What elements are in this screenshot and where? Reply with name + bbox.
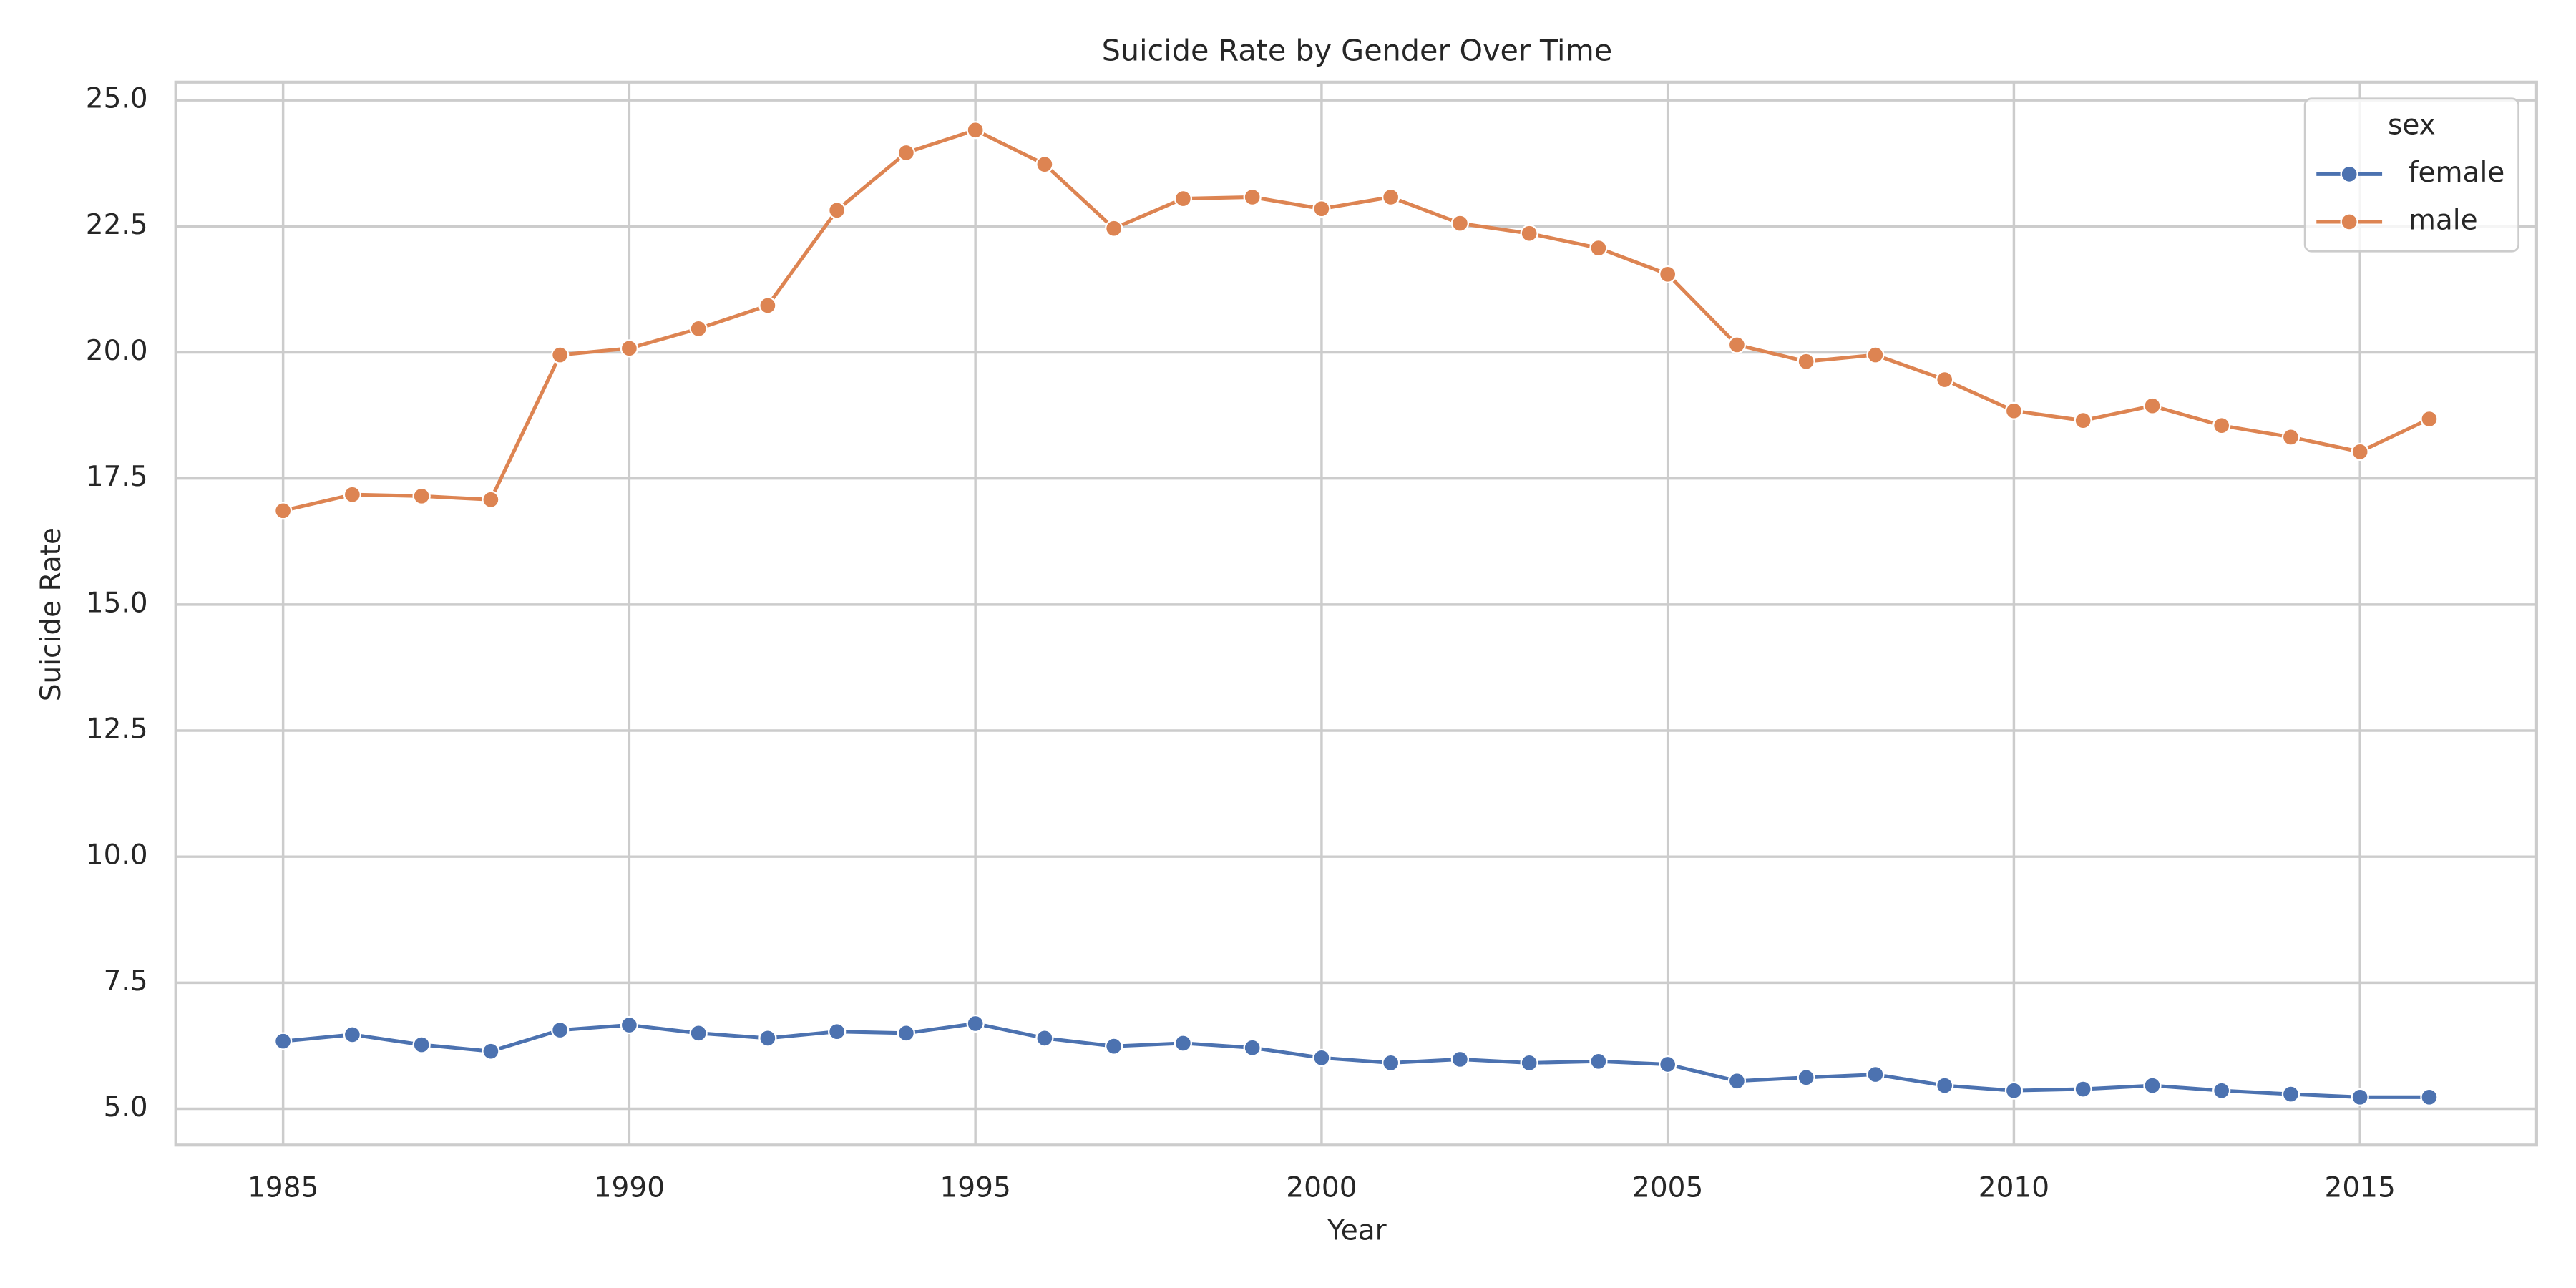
data-point [1659, 1055, 1677, 1074]
data-point [2143, 1076, 2162, 1095]
data-point [274, 502, 293, 520]
data-point [897, 143, 916, 162]
data-point [1520, 1053, 1538, 1073]
data-point [343, 485, 362, 504]
legend-label: female [2409, 157, 2505, 189]
legend: sex female male [2303, 97, 2520, 253]
data-point [689, 319, 708, 338]
legend-marker [2340, 165, 2358, 183]
chart-title: Suicide Rate by Gender Over Time [1102, 33, 1613, 67]
data-point [412, 1035, 431, 1054]
y-tick-label: 12.5 [86, 713, 148, 746]
data-point [1727, 1072, 1747, 1091]
data-point [1659, 265, 1677, 283]
x-tick-label: 1985 [248, 1172, 318, 1204]
data-point [1450, 214, 1470, 233]
series-line [283, 128, 2431, 513]
data-point [1936, 1076, 1954, 1095]
data-point [2420, 409, 2439, 429]
x-tick-label: 2010 [1979, 1172, 2049, 1204]
x-tick-label: 1990 [594, 1172, 665, 1204]
x-tick-label: 1995 [940, 1172, 1010, 1204]
data-point [2281, 1085, 2301, 1103]
data-point [897, 1024, 916, 1043]
data-point [1589, 239, 1608, 258]
legend-marker [2340, 213, 2358, 231]
data-point [1866, 1065, 1885, 1084]
grid [175, 82, 2537, 1146]
data-point [2074, 1080, 2092, 1098]
data-point [1174, 189, 1193, 208]
data-point [1243, 187, 1262, 207]
y-tick-label: 7.5 [104, 965, 148, 997]
series-layer [274, 121, 2439, 1106]
x-tick-label: 2015 [2325, 1172, 2396, 1204]
data-point [2351, 442, 2369, 461]
data-point [758, 296, 777, 315]
data-point [689, 1024, 708, 1043]
y-tick-label: 10.0 [86, 839, 148, 872]
data-point [1382, 1053, 1400, 1073]
y-tick-label: 20.0 [86, 335, 148, 367]
y-tick-label: 25.0 [86, 83, 148, 115]
y-tick-label: 15.0 [86, 587, 148, 619]
y-tick-label: 17.5 [86, 461, 148, 493]
data-point [1727, 336, 1747, 354]
data-point [274, 1032, 293, 1050]
data-point [1382, 187, 1400, 207]
data-point [551, 1020, 570, 1040]
legend-title: sex [2388, 109, 2436, 141]
data-point [620, 1015, 639, 1035]
data-point [1035, 1029, 1054, 1048]
data-point [1105, 219, 1123, 238]
x-tick-label: 2000 [1286, 1172, 1357, 1204]
data-point [1520, 224, 1538, 243]
data-point [2212, 1081, 2231, 1100]
data-point [482, 1042, 500, 1060]
data-point [482, 490, 500, 509]
data-point [966, 121, 985, 140]
legend-label: male [2409, 204, 2478, 236]
data-point [2212, 416, 2231, 435]
data-point [2074, 411, 2092, 430]
data-point [1105, 1037, 1123, 1055]
data-point [620, 339, 639, 358]
data-point [2420, 1088, 2439, 1106]
data-point [1312, 1048, 1331, 1067]
data-point [966, 1014, 985, 1033]
data-point [343, 1025, 362, 1044]
data-point [2004, 1081, 2024, 1100]
data-point [1035, 155, 1054, 174]
data-point [1797, 1068, 1815, 1087]
data-point [551, 346, 570, 364]
data-point [412, 487, 431, 505]
data-point [1589, 1052, 1608, 1070]
data-point [1797, 352, 1815, 371]
y-tick-label: 5.0 [104, 1091, 148, 1123]
legend-box [2303, 97, 2520, 253]
data-point [758, 1029, 777, 1048]
data-point [1312, 200, 1331, 218]
series-line [283, 1021, 2429, 1099]
data-point [1936, 370, 1954, 389]
data-point [2143, 396, 2162, 415]
x-tick-label: 2005 [1632, 1172, 1703, 1204]
data-point [1866, 346, 1885, 364]
y-axis-label: Suicide Rate [35, 527, 67, 701]
data-point [2351, 1088, 2369, 1106]
x-axis-label: Year [1327, 1214, 1387, 1246]
y-tick-label: 22.5 [86, 209, 148, 241]
data-point [1243, 1038, 1262, 1057]
data-point [2004, 401, 2024, 420]
plot-frame [174, 80, 2538, 1147]
data-point [1450, 1050, 1470, 1069]
data-point [1174, 1034, 1193, 1053]
data-point [2281, 428, 2301, 447]
data-point [828, 201, 847, 220]
data-point [828, 1023, 847, 1041]
